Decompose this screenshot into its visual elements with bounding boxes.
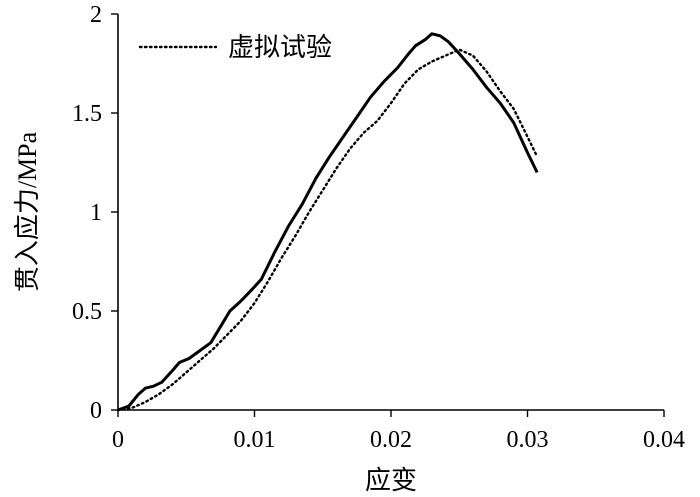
x-tick-label: 0.03 [507, 427, 549, 453]
y-ticks: 0 0.5 1 1.5 2 [72, 2, 118, 424]
x-tick-label: 0.01 [234, 427, 276, 453]
legend: 虚拟试验 [138, 33, 332, 63]
x-tick-label: 0 [112, 427, 124, 453]
x-tick-label: 0.04 [643, 427, 685, 453]
y-tick-label: 0.5 [72, 299, 102, 325]
x-tick-label: 0.02 [370, 427, 412, 453]
legend-label-virtual-test: 虚拟试验 [228, 33, 332, 63]
x-ticks: 0 0.01 0.02 0.03 0.04 [112, 410, 685, 453]
plot-lines [116, 32, 539, 412]
series-line-measured [117, 32, 539, 412]
y-tick-label: 2 [90, 2, 102, 28]
y-tick-label: 1.5 [72, 101, 102, 127]
y-tick-label: 1 [90, 200, 102, 226]
x-axis-title: 应变 [365, 466, 417, 495]
y-tick-label: 0 [90, 398, 102, 424]
series-line-virtual-test [116, 48, 539, 412]
y-axis-title: 贯入应力/MPa [13, 131, 42, 292]
